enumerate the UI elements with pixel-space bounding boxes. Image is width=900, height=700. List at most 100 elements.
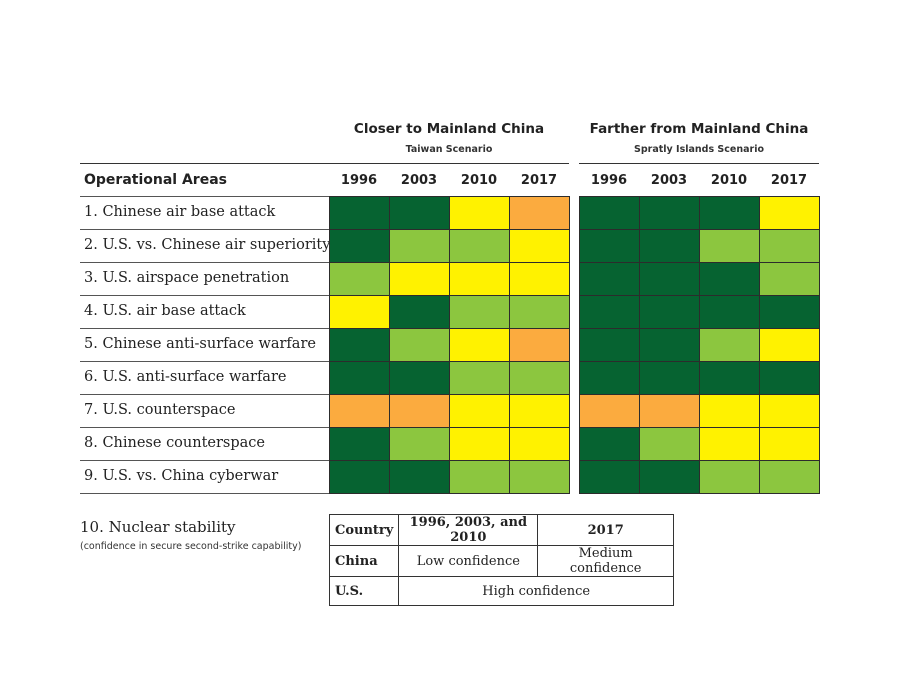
cell-spratly-row3-2003 (639, 262, 700, 296)
nuclear-row-china: China Low confidence Medium confidence (328, 545, 674, 577)
cell-spratly-row1-1996 (579, 196, 640, 230)
cell-taiwan-row5-2003 (389, 328, 450, 362)
cell-spratly-row6-2010 (699, 361, 760, 395)
cell-taiwan-row5-2017 (509, 328, 570, 362)
cell-taiwan-row9-1996 (329, 460, 390, 494)
cell-taiwan-row1-2017 (509, 196, 570, 230)
nuclear-header-country: Country (328, 514, 400, 546)
header-rule-right (579, 163, 819, 164)
cell-spratly-row1-2017 (759, 196, 820, 230)
year-header-spratly-1996: 1996 (590, 173, 628, 188)
year-header-spratly-2010: 2010 (710, 173, 748, 188)
cell-taiwan-row9-2010 (449, 460, 510, 494)
cell-spratly-row2-1996 (579, 229, 640, 263)
nuclear-china-label: China (328, 545, 400, 577)
cell-spratly-row3-2010 (699, 262, 760, 296)
cell-taiwan-row1-2010 (449, 196, 510, 230)
cell-taiwan-row9-2003 (389, 460, 450, 494)
nuclear-table: Country 1996, 2003, and 2010 2017 China … (328, 514, 674, 606)
cell-taiwan-row4-1996 (329, 295, 390, 329)
cell-spratly-row2-2003 (639, 229, 700, 263)
row-divider (80, 328, 329, 329)
cell-taiwan-row8-1996 (329, 427, 390, 461)
cell-taiwan-row4-2017 (509, 295, 570, 329)
row-divider (80, 361, 329, 362)
nuclear-stability-subtitle: (confidence in secure second-strike capa… (80, 541, 302, 552)
row-label-5: 5. Chinese anti-surface warfare (84, 336, 316, 352)
cell-spratly-row2-2010 (699, 229, 760, 263)
row-divider (80, 394, 329, 395)
row-divider (80, 493, 329, 494)
cell-spratly-row1-2010 (699, 196, 760, 230)
cell-taiwan-row2-2010 (449, 229, 510, 263)
cell-spratly-row8-2010 (699, 427, 760, 461)
cell-taiwan-row1-2003 (389, 196, 450, 230)
cell-spratly-row3-2017 (759, 262, 820, 296)
cell-taiwan-row5-1996 (329, 328, 390, 362)
cell-taiwan-row8-2017 (509, 427, 570, 461)
cell-spratly-row3-1996 (579, 262, 640, 296)
operational-areas-header: Operational Areas (84, 172, 227, 188)
cell-taiwan-row3-2003 (389, 262, 450, 296)
row-label-6: 6. U.S. anti-surface warfare (84, 369, 287, 385)
cell-spratly-row5-2003 (639, 328, 700, 362)
cell-spratly-row7-1996 (579, 394, 640, 428)
cell-spratly-row5-2010 (699, 328, 760, 362)
cell-spratly-row6-2003 (639, 361, 700, 395)
cell-taiwan-row2-1996 (329, 229, 390, 263)
nuclear-us-label: U.S. (328, 576, 400, 606)
cell-taiwan-row3-2010 (449, 262, 510, 296)
cell-taiwan-row6-2010 (449, 361, 510, 395)
cell-spratly-row5-1996 (579, 328, 640, 362)
cell-spratly-row9-2010 (699, 460, 760, 494)
nuclear-us-all: High confidence (398, 576, 674, 606)
cell-taiwan-row7-1996 (329, 394, 390, 428)
row-divider (80, 295, 329, 296)
row-divider (80, 262, 329, 263)
year-header-taiwan-2010: 2010 (460, 173, 498, 188)
cell-spratly-row2-2017 (759, 229, 820, 263)
cell-spratly-row7-2010 (699, 394, 760, 428)
cell-spratly-row4-1996 (579, 295, 640, 329)
row-divider (80, 196, 329, 197)
cell-spratly-row7-2003 (639, 394, 700, 428)
cell-taiwan-row1-1996 (329, 196, 390, 230)
group-title-taiwan: Closer to Mainland China (353, 121, 545, 137)
group-subtitle-taiwan: Taiwan Scenario (405, 144, 493, 155)
cell-taiwan-row2-2003 (389, 229, 450, 263)
cell-taiwan-row6-1996 (329, 361, 390, 395)
cell-taiwan-row5-2010 (449, 328, 510, 362)
nuclear-stability-title: 10. Nuclear stability (80, 518, 236, 536)
cell-spratly-row6-2017 (759, 361, 820, 395)
cell-spratly-row4-2017 (759, 295, 820, 329)
cell-taiwan-row7-2003 (389, 394, 450, 428)
group-subtitle-spratly: Spratly Islands Scenario (634, 144, 764, 155)
row-divider (80, 427, 329, 428)
row-label-1: 1. Chinese air base attack (84, 204, 276, 220)
cell-spratly-row4-2010 (699, 295, 760, 329)
cell-spratly-row4-2003 (639, 295, 700, 329)
nuclear-row-us: U.S. High confidence (328, 576, 674, 606)
row-label-3: 3. U.S. airspace penetration (84, 270, 290, 286)
cell-taiwan-row9-2017 (509, 460, 570, 494)
nuclear-header-2017: 2017 (537, 514, 674, 546)
row-label-2: 2. U.S. vs. Chinese air superiority (84, 237, 331, 253)
nuclear-china-late: Medium confidence (537, 545, 674, 577)
cell-spratly-row5-2017 (759, 328, 820, 362)
cell-taiwan-row4-2010 (449, 295, 510, 329)
year-header-spratly-2017: 2017 (770, 173, 808, 188)
header-rule-left (80, 163, 569, 164)
cell-taiwan-row3-1996 (329, 262, 390, 296)
year-header-taiwan-2003: 2003 (400, 173, 438, 188)
cell-taiwan-row2-2017 (509, 229, 570, 263)
cell-spratly-row6-1996 (579, 361, 640, 395)
year-header-spratly-2003: 2003 (650, 173, 688, 188)
cell-spratly-row9-2017 (759, 460, 820, 494)
year-header-taiwan-2017: 2017 (520, 173, 558, 188)
cell-taiwan-row8-2003 (389, 427, 450, 461)
row-label-4: 4. U.S. air base attack (84, 303, 246, 319)
cell-taiwan-row6-2003 (389, 361, 450, 395)
cell-taiwan-row4-2003 (389, 295, 450, 329)
cell-spratly-row9-2003 (639, 460, 700, 494)
nuclear-header-early: 1996, 2003, and 2010 (398, 514, 539, 546)
